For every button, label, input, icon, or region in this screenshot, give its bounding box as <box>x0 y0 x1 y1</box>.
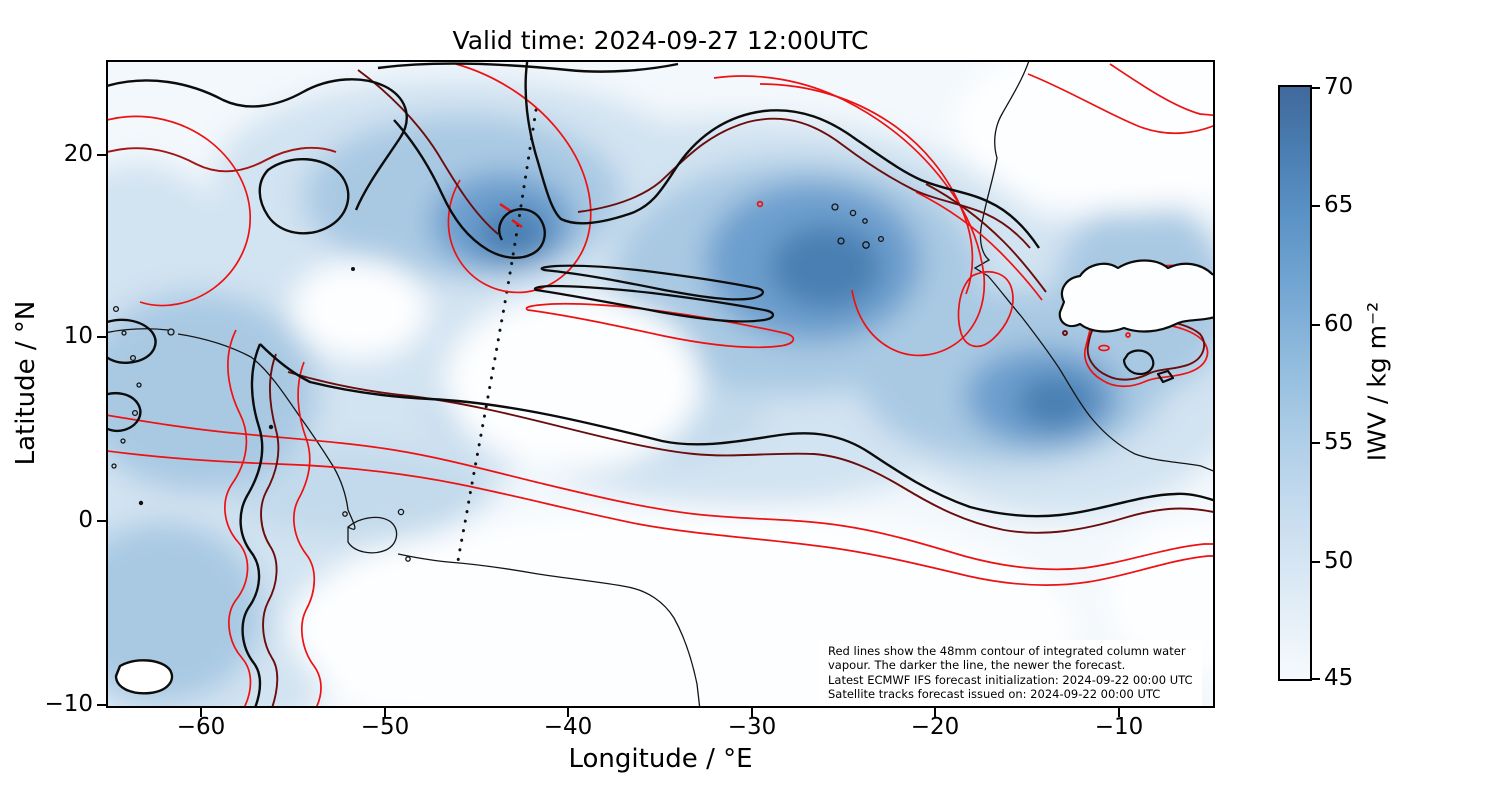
colorbar-tick-label: 55 <box>1324 429 1354 455</box>
y-tick-label: 10 <box>63 323 93 349</box>
colorbar-tickmark <box>1312 205 1320 207</box>
iwv-field <box>108 62 1213 706</box>
colorbar-tickmark <box>1312 561 1320 563</box>
colorbar-tick-label: 60 <box>1324 311 1354 337</box>
forecast-annotation-box: Red lines show the 48mm contour of integ… <box>820 640 1202 706</box>
annotation-line-1: Red lines show the 48mm contour of integ… <box>828 644 1186 658</box>
y-tickmark <box>97 520 106 522</box>
y-tick-label: −10 <box>44 691 93 717</box>
map-canvas <box>108 62 1213 706</box>
x-tickmark <box>751 708 753 717</box>
plot-title: Valid time: 2024-09-27 12:00UTC <box>452 26 869 55</box>
colorbar-tick-label: 70 <box>1324 74 1354 100</box>
x-tick-label: −20 <box>910 714 960 740</box>
x-axis-label: Longitude / °E <box>568 744 753 774</box>
x-tickmark <box>1118 708 1120 717</box>
y-tick-label: 20 <box>63 141 93 167</box>
colorbar-tickmark <box>1312 442 1320 444</box>
colorbar-tickmark <box>1312 678 1320 680</box>
colorbar <box>1278 85 1312 681</box>
annotation-line-2: vapour. The darker the line, the newer t… <box>828 658 1126 673</box>
map-plot: Red lines show the 48mm contour of integ… <box>106 60 1215 708</box>
colorbar-tick-label: 50 <box>1324 548 1354 574</box>
x-tick-label: −30 <box>727 714 777 740</box>
annotation-line-3: Latest ECMWF IFS forecast initialization… <box>828 672 1193 687</box>
colorbar-tickmark <box>1312 324 1320 326</box>
x-tickmark <box>934 708 936 717</box>
x-tickmark <box>384 708 386 717</box>
x-tick-label: −60 <box>176 714 226 740</box>
colorbar-tick-label: 45 <box>1324 665 1354 691</box>
black-contours-48mm <box>108 62 1213 706</box>
map-dots <box>138 267 355 506</box>
x-tick-label: −50 <box>360 714 410 740</box>
y-tickmark <box>97 704 106 706</box>
colorbar-tickmark <box>1312 87 1320 89</box>
colorbar-tick-label: 65 <box>1324 192 1354 218</box>
coastlines <box>108 62 1213 706</box>
y-tick-label: 0 <box>78 507 93 533</box>
y-axis-label: Latitude / °N <box>11 300 41 466</box>
x-tickmark <box>567 708 569 717</box>
x-tick-label: −40 <box>543 714 593 740</box>
colorbar-axis-label: IWV / kg m⁻² <box>1362 301 1392 462</box>
x-tick-label: −10 <box>1094 714 1144 740</box>
y-tickmark <box>97 336 106 338</box>
annotation-line-4: Satellite tracks forecast issued on: 202… <box>828 687 1161 702</box>
y-tickmark <box>97 154 106 156</box>
x-tickmark <box>200 708 202 717</box>
